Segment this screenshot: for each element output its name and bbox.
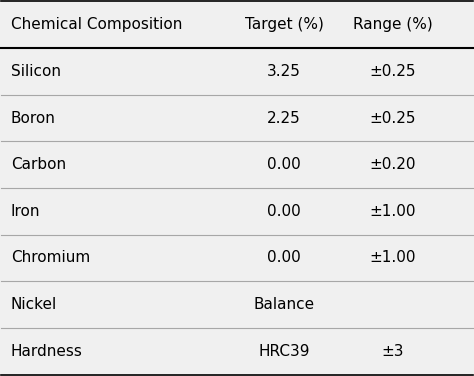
Text: Iron: Iron (11, 204, 40, 219)
Text: ±3: ±3 (381, 344, 404, 359)
Text: ±0.20: ±0.20 (369, 157, 416, 172)
Text: Chemical Composition: Chemical Composition (11, 17, 182, 32)
Text: ±0.25: ±0.25 (369, 111, 416, 126)
Text: 3.25: 3.25 (267, 64, 301, 79)
Text: Silicon: Silicon (11, 64, 61, 79)
Text: Target (%): Target (%) (245, 17, 324, 32)
Text: Hardness: Hardness (11, 344, 82, 359)
Text: Chromium: Chromium (11, 250, 90, 265)
Text: Range (%): Range (%) (353, 17, 432, 32)
Text: 2.25: 2.25 (267, 111, 301, 126)
Text: ±1.00: ±1.00 (369, 204, 416, 219)
Text: 0.00: 0.00 (267, 250, 301, 265)
Text: 0.00: 0.00 (267, 204, 301, 219)
Text: Balance: Balance (254, 297, 315, 312)
Text: ±0.25: ±0.25 (369, 64, 416, 79)
Text: HRC39: HRC39 (258, 344, 310, 359)
Text: Boron: Boron (11, 111, 55, 126)
Text: ±1.00: ±1.00 (369, 250, 416, 265)
Text: 0.00: 0.00 (267, 157, 301, 172)
Text: Carbon: Carbon (11, 157, 66, 172)
Text: Nickel: Nickel (11, 297, 57, 312)
